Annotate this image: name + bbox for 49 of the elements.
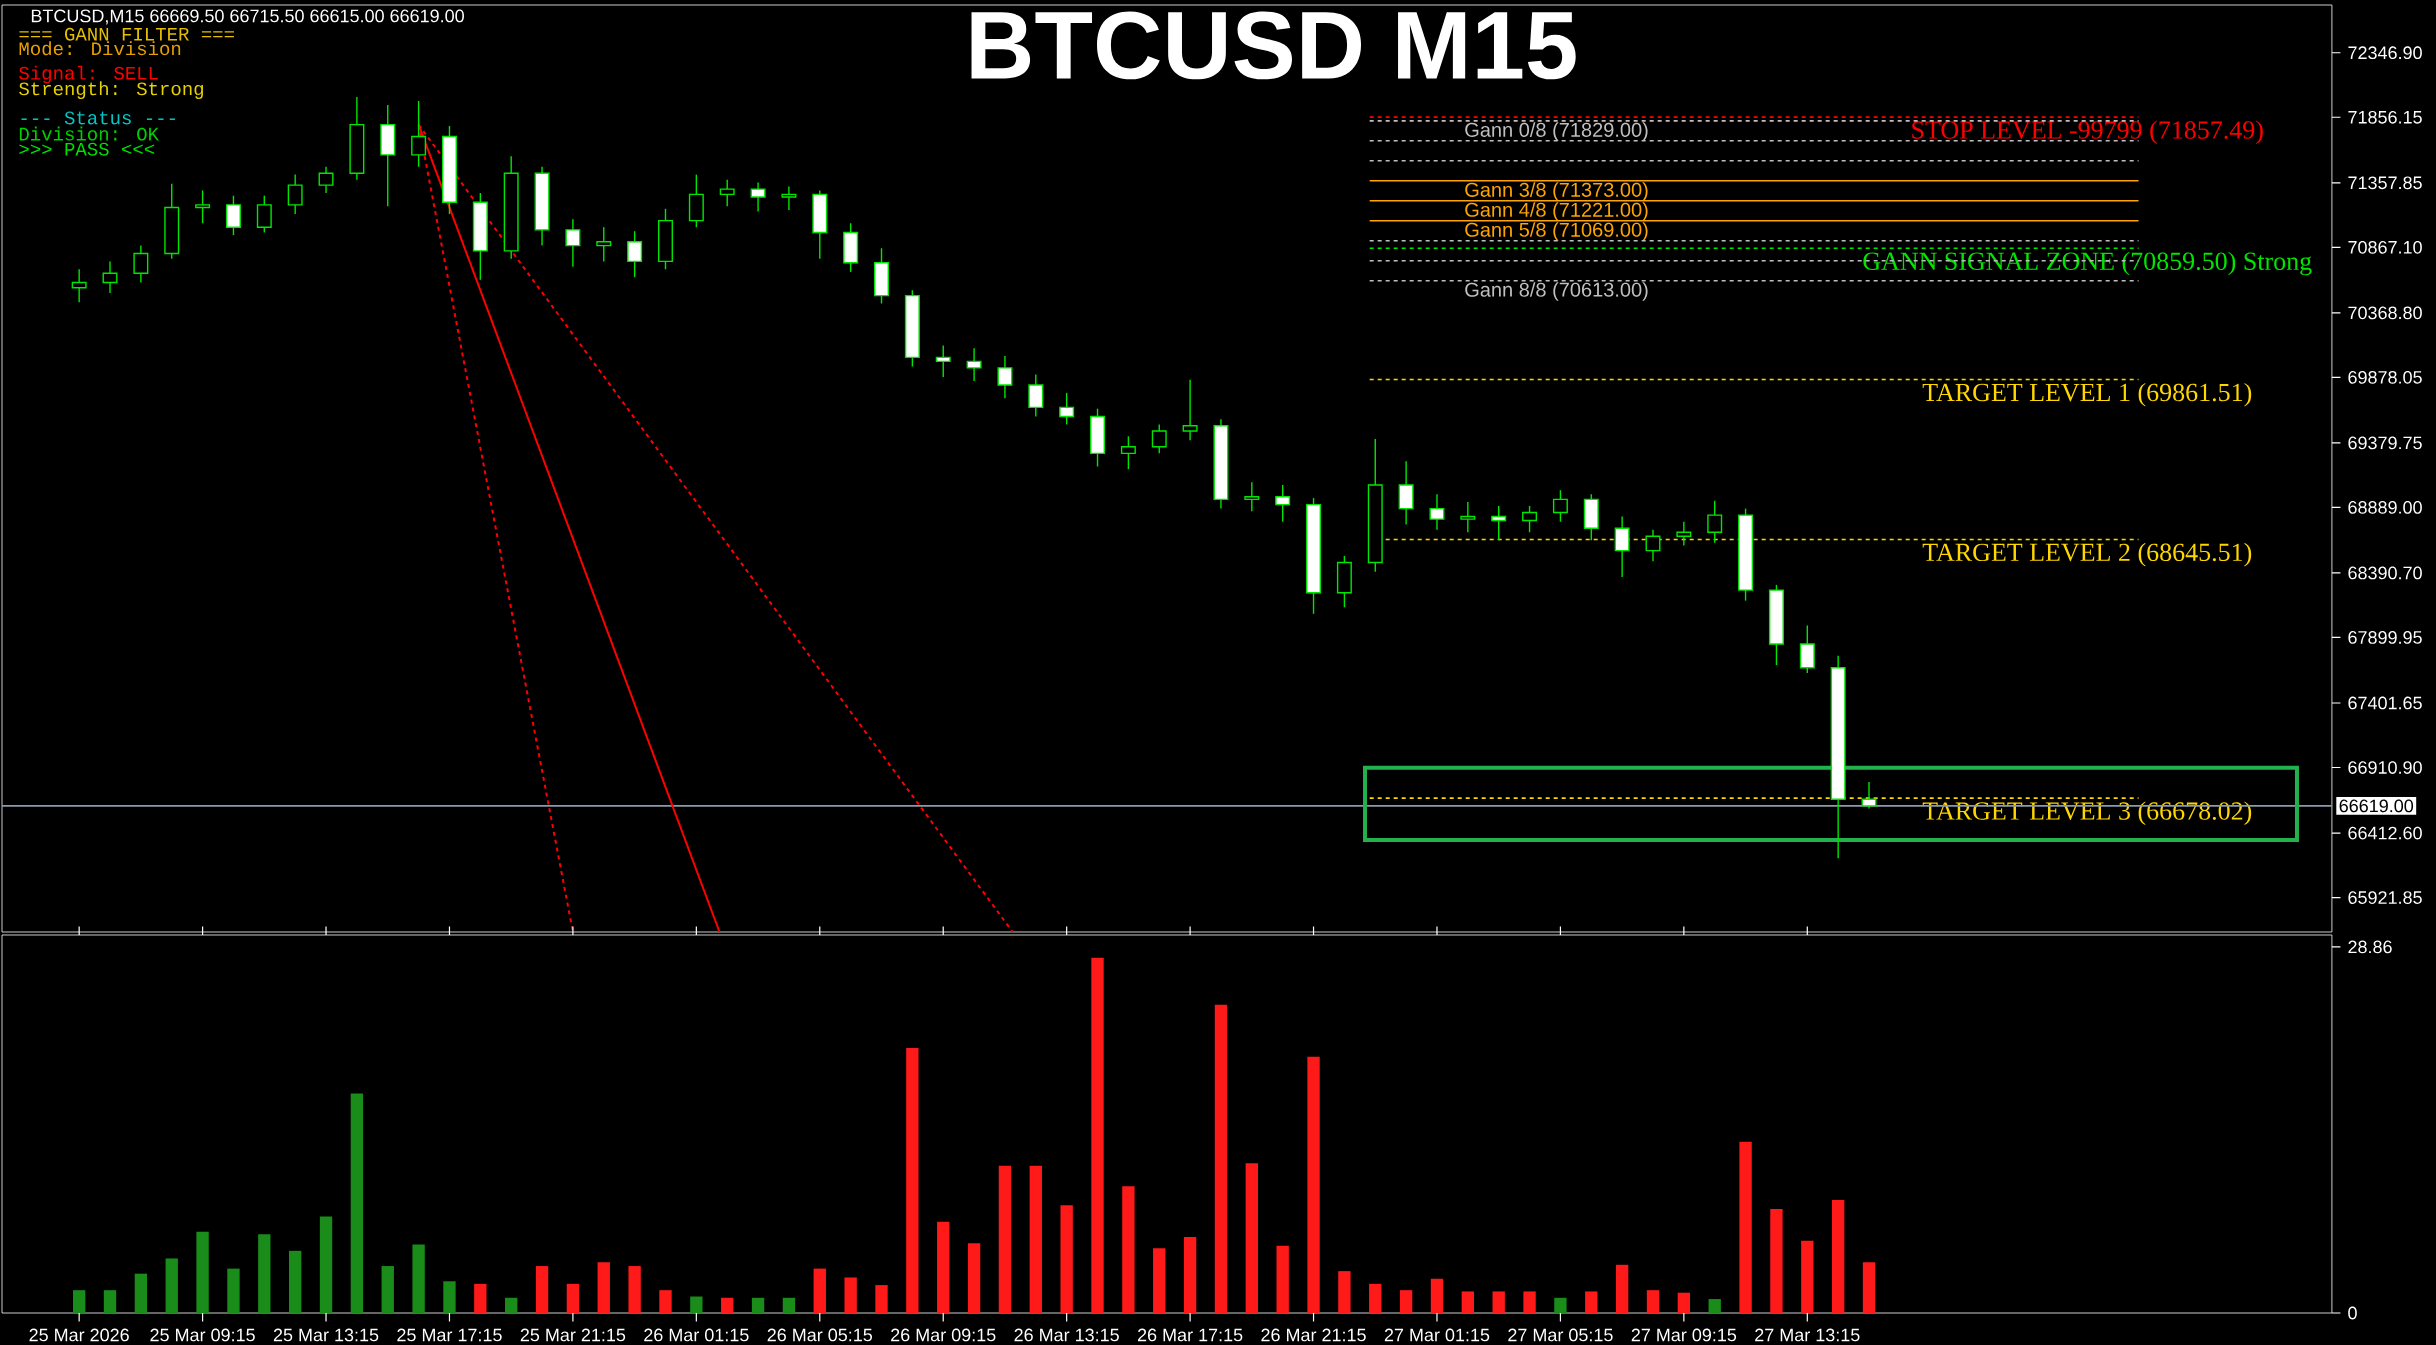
y-tick-label: 71357.85 — [2348, 176, 2422, 190]
y-tick-label: 68889.00 — [2348, 501, 2422, 514]
ref-line-label: GANN SIGNAL ZONE (70859.50) Strong — [1863, 251, 2312, 276]
y-tick-label: 67401.65 — [2348, 696, 2422, 710]
y-tick-label: 70368.80 — [2348, 306, 2422, 320]
y-tick-label: 0 — [2348, 1306, 2357, 1320]
ref-line-label: TARGET LEVEL 1 (69861.51) — [1922, 382, 2252, 407]
annotation: >>> PASS <<< — [19, 142, 155, 156]
y-tick-label: 28.86 — [2348, 940, 2392, 954]
x-tick-label: 26 Mar 01:15 — [644, 1328, 749, 1342]
x-tick-label: 25 Mar 13:15 — [273, 1328, 379, 1342]
annotation: --- Status --- — [21, 111, 175, 125]
x-tick-label: 26 Mar 05:15 — [767, 1328, 873, 1342]
x-tick-label: 27 Mar 01:15 — [1384, 1328, 1490, 1342]
x-tick-label: 27 Mar 13:15 — [1755, 1328, 1860, 1342]
x-tick-label: 26 Mar 21:15 — [1261, 1328, 1366, 1342]
x-tick-label: 25 Mar 2026 — [29, 1328, 129, 1342]
ref-line-label: Gann 4/8 (71221.00) — [1465, 202, 1648, 221]
y-tick-label: 66910.90 — [2348, 761, 2422, 774]
annotation: === GANN FILTER === — [19, 27, 234, 41]
y-tick-label: 69379.75 — [2348, 436, 2422, 450]
y-tick-label: 66412.60 — [2348, 826, 2422, 840]
x-tick-label: 26 Mar 09:15 — [891, 1328, 996, 1342]
y-tick-label: 70867.10 — [2348, 240, 2422, 254]
x-tick-label: 26 Mar 13:15 — [1014, 1328, 1119, 1342]
ref-line-label: Gann 8/8 (70613.00) — [1465, 282, 1648, 301]
x-tick-label: 25 Mar 21:15 — [520, 1328, 626, 1342]
annotation: BTCUSD,M15 66669.50 66715.50 66615.00 66619.00 — [31, 9, 464, 25]
ref-line-label: STOP LEVEL -99799 (71857.49) — [1912, 120, 2263, 145]
annotation: Mode: Division — [19, 41, 181, 56]
x-tick-label: 27 Mar 09:15 — [1631, 1328, 1737, 1342]
ref-line-label: 66619.00 — [2339, 799, 2414, 813]
chart-title: BTCUSD M15 — [971, 11, 1576, 80]
annotation: Division: OK — [19, 126, 159, 141]
x-tick-label: 27 Mar 05:15 — [1508, 1328, 1613, 1342]
x-tick-label: 25 Mar 17:15 — [397, 1328, 502, 1342]
y-tick-label: 72346.90 — [2348, 46, 2422, 60]
ref-line-label: Gann 5/8 (71069.00) — [1465, 222, 1648, 241]
x-tick-label: 26 Mar 17:15 — [1137, 1328, 1243, 1342]
x-tick-label: 25 Mar 09:15 — [150, 1328, 255, 1342]
y-tick-label: 67899.95 — [2348, 631, 2422, 644]
ref-line-label: Gann 0/8 (71829.00) — [1465, 122, 1648, 141]
ref-line-label: TARGET LEVEL 3 (66678.02) — [1922, 801, 2252, 826]
y-tick-label: 68390.70 — [2348, 566, 2422, 580]
y-tick-label: 69878.05 — [2348, 370, 2422, 384]
y-tick-label: 65921.85 — [2348, 891, 2422, 904]
ref-line-label: Gann 3/8 (71373.00) — [1465, 182, 1648, 201]
ref-line-label: TARGET LEVEL 2 (68645.51) — [1922, 542, 2252, 567]
y-tick-label: 71856.15 — [2348, 110, 2422, 124]
